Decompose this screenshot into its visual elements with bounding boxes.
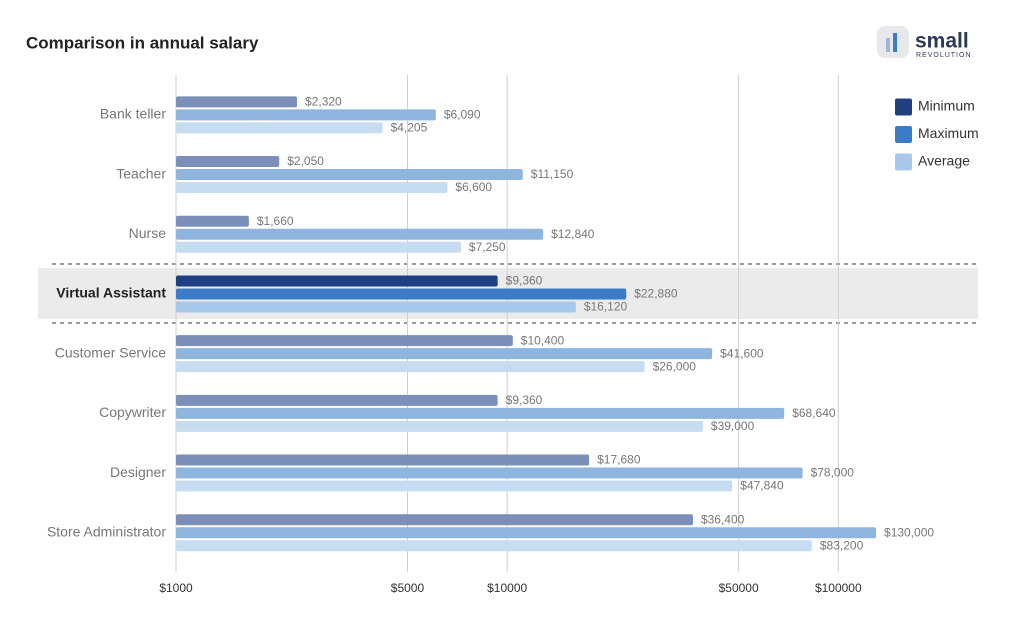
value-label: $17,680: [597, 453, 641, 467]
value-label: $7,250: [469, 240, 506, 254]
value-label: $6,600: [455, 180, 492, 194]
value-label: $9,360: [506, 393, 543, 407]
value-label: $9,360: [506, 274, 543, 288]
value-label: $83,200: [820, 538, 864, 552]
value-label: $16,120: [584, 300, 628, 314]
value-label: $2,320: [305, 95, 342, 109]
bar: [176, 301, 576, 313]
y-tick-label: Virtual Assistant: [56, 285, 166, 301]
legend-swatch: [895, 98, 912, 116]
value-label: $78,000: [811, 466, 855, 480]
logo-name: small: [915, 30, 969, 53]
bar: [176, 215, 249, 227]
legend-swatch: [895, 153, 912, 171]
bar: [176, 407, 785, 419]
bar: [176, 527, 877, 539]
y-tick-label: Designer: [110, 464, 166, 480]
bar: [176, 394, 498, 406]
bar: [176, 228, 544, 240]
value-label: $12,840: [551, 227, 595, 241]
value-label: $41,600: [720, 346, 764, 360]
bar: [176, 156, 280, 168]
logo-bar: [893, 33, 897, 52]
bar: [176, 348, 713, 360]
bar: [176, 540, 812, 552]
x-tick-label: $50000: [719, 581, 759, 595]
y-tick-label: Bank teller: [100, 106, 166, 122]
bar: [176, 182, 448, 194]
bar: [176, 288, 627, 300]
value-label: $22,880: [634, 287, 678, 301]
chart-title: Comparison in annual salary: [26, 33, 259, 52]
value-label: $36,400: [701, 512, 745, 526]
value-label: $11,150: [531, 167, 574, 181]
value-label: $4,205: [391, 121, 428, 135]
value-label: $2,050: [287, 154, 324, 168]
value-label: $130,000: [884, 525, 934, 539]
value-label: $39,000: [711, 419, 755, 433]
x-tick-label: $5000: [391, 581, 425, 595]
bar: [176, 420, 703, 432]
logo-bar: [886, 38, 890, 52]
bar: [176, 514, 693, 526]
x-tick-label: $100000: [815, 581, 862, 595]
y-tick-label: Teacher: [116, 165, 166, 181]
legend-label: Minimum: [918, 98, 975, 114]
bar: [176, 241, 461, 253]
bar: [176, 169, 523, 181]
bar: [176, 96, 298, 108]
bar: [176, 361, 645, 373]
y-tick-label: Copywriter: [99, 404, 166, 420]
value-label: $1,660: [257, 214, 294, 228]
bar: [176, 109, 436, 121]
y-tick-label: Store Administrator: [47, 523, 166, 539]
value-label: $10,400: [521, 333, 565, 347]
legend-swatch: [895, 126, 912, 143]
bar: [176, 480, 733, 492]
y-tick-label: Nurse: [129, 225, 167, 241]
x-tick-label: $1000: [159, 581, 193, 595]
bar: [176, 122, 383, 134]
x-tick-label: $10000: [487, 581, 527, 595]
logo: small REVOLUTION: [877, 26, 972, 59]
bar: [176, 467, 803, 479]
value-label: $68,640: [792, 406, 836, 420]
value-label: $6,090: [444, 108, 481, 122]
legend-label: Maximum: [918, 125, 979, 141]
value-label: $47,840: [740, 479, 784, 493]
bar: [176, 335, 513, 347]
bar: [176, 275, 498, 287]
legend-label: Average: [918, 153, 970, 169]
bar: [176, 454, 590, 466]
logo-tagline: REVOLUTION: [916, 52, 972, 59]
y-tick-label: Customer Service: [55, 344, 166, 360]
value-label: $26,000: [653, 359, 697, 373]
